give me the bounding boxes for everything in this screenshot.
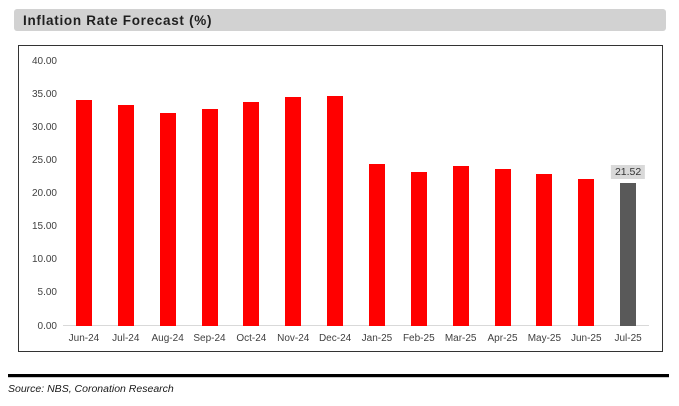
x-tick-label: Oct-24 [236, 333, 267, 344]
chart-frame: 40.00 35.00 30.00 25.00 20.00 15.00 10.00 5.00 0… [18, 45, 663, 352]
bar-jan-25 [368, 163, 385, 326]
bar-slot-mar-25 [440, 61, 482, 326]
source-note: Source: NBS, Coronation Research [8, 383, 174, 395]
x-tick-label: Jul-25 [614, 333, 642, 344]
x-tick-label: Jul-24 [112, 333, 140, 344]
x-tick-label: Nov-24 [277, 333, 310, 344]
bar-slot-sep-24 [189, 61, 231, 326]
bar-mar-25 [452, 165, 469, 326]
x-tick-label: Jun-25 [570, 333, 602, 344]
x-tick-label: Dec-24 [318, 333, 352, 344]
forecast-bar-jul-25 [620, 183, 637, 326]
bar-slot-jul-25: 21.52 [607, 61, 649, 326]
bar-dec-24 [327, 95, 344, 326]
bar-slot-dec-24 [314, 61, 356, 326]
bar-sep-24 [201, 109, 218, 326]
x-tick-label: Feb-25 [402, 333, 435, 344]
bar-feb-25 [410, 172, 427, 326]
bar-oct-24 [243, 101, 260, 326]
bar-apr-25 [494, 168, 511, 326]
chart-title-bar: Inflation Rate Forecast (%) [14, 9, 666, 31]
bar-slot-jul-24 [105, 61, 147, 326]
x-tick-label: Jun-24 [68, 333, 100, 344]
bar-jul-24 [117, 104, 134, 326]
bar-slot-aug-24 [147, 61, 189, 326]
y-tick-label: 15.00 [31, 221, 57, 233]
bar-slot-apr-25 [482, 61, 524, 326]
y-tick-label: 10.00 [31, 254, 57, 266]
x-tick-label: Aug-24 [151, 333, 184, 344]
y-tick-label: 35.00 [31, 88, 57, 100]
bar-slot-nov-24 [272, 61, 314, 326]
bar-series: 21.52 [63, 61, 649, 326]
bar-slot-jun-24 [63, 61, 105, 326]
data-label: 21.52 [610, 165, 646, 180]
bar-slot-feb-25 [398, 61, 440, 326]
x-tick-label: May-25 [527, 333, 562, 344]
x-axis-line [63, 325, 649, 326]
bar-jun-24 [75, 99, 92, 326]
x-tick-label: Jan-25 [361, 333, 393, 344]
y-tick-label: 20.00 [31, 188, 57, 199]
bar-slot-may-25 [523, 61, 565, 326]
y-tick-label: 5.00 [37, 287, 57, 299]
bar-jun-25 [578, 178, 595, 326]
y-tick-label: 30.00 [31, 121, 57, 133]
x-tick-label: Apr-25 [487, 333, 518, 344]
bar-aug-24 [159, 113, 176, 326]
bar-slot-jan-25 [356, 61, 398, 326]
page-title: Inflation Rate Forecast (%) [23, 12, 213, 28]
bar-slot-oct-24 [230, 61, 272, 326]
bar-slot-jun-25 [565, 61, 607, 326]
bar-may-25 [536, 173, 553, 326]
footer-divider [8, 374, 669, 378]
x-tick-label: Sep-24 [193, 333, 226, 344]
plot-area: 21.52 [63, 61, 649, 326]
x-tick-label: Mar-25 [444, 333, 477, 344]
y-tick-label: 40.00 [31, 55, 57, 67]
y-tick-label: 25.00 [31, 154, 57, 166]
bar-nov-24 [285, 96, 302, 326]
y-tick-label: 0.00 [37, 320, 57, 332]
x-axis: Jun-24 Jul-24 Aug-24 Sep-24 Oct-24 Nov-24 Dec-… [63, 333, 649, 344]
